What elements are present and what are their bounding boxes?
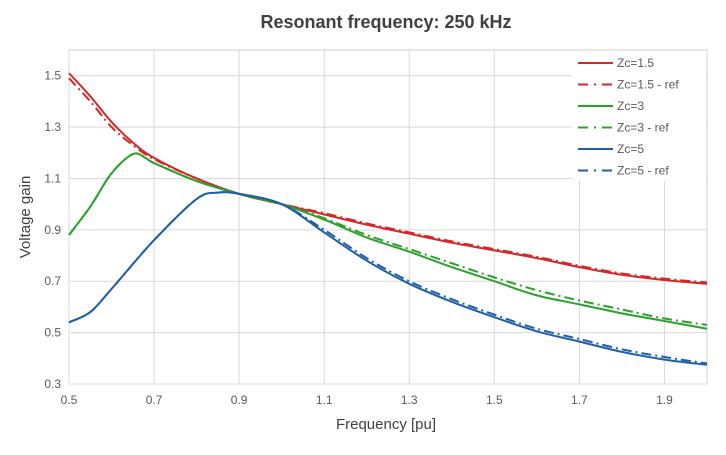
- y-tick-label: 0.3: [44, 377, 61, 391]
- series-line-4: [68, 191, 708, 366]
- x-tick-label: 1.5: [486, 393, 503, 407]
- legend-label-4: Zc=5: [617, 142, 644, 156]
- legend-label-0: Zc=1.5: [617, 56, 654, 70]
- y-tick-label: 1.5: [44, 69, 61, 83]
- legend-label-3: Zc=3 - ref: [617, 121, 669, 135]
- series-line-0: [68, 72, 708, 285]
- chart-title: Resonant frequency: 250 kHz: [260, 12, 511, 32]
- x-tick-label: 0.7: [146, 393, 163, 407]
- legend: Zc=1.5 Zc=1.5 - ref Zc=3 Zc=3 - ref Zc=5 Zc=5…: [572, 51, 706, 181]
- x-tick-label: 0.9: [231, 393, 248, 407]
- series-line-1: [68, 77, 708, 284]
- legend-label-5: Zc=5 - ref: [617, 164, 669, 178]
- x-tick-label: 1.9: [656, 393, 673, 407]
- x-tick-label: 1.3: [401, 393, 418, 407]
- legend-box: [572, 51, 706, 181]
- y-tick-label: 1.1: [44, 171, 61, 185]
- series-line-3: [68, 152, 708, 326]
- legend-label-2: Zc=3: [617, 99, 644, 113]
- y-tick-label: 0.5: [44, 326, 61, 340]
- legend-label-1: Zc=1.5 - ref: [617, 78, 679, 92]
- series-line-5: [68, 191, 708, 365]
- y-axis-label: Voltage gain: [17, 176, 34, 259]
- x-tick-label: 1.1: [316, 393, 333, 407]
- y-tick-label: 0.9: [44, 223, 61, 237]
- x-axis-label: Frequency [pu]: [336, 416, 436, 433]
- y-tick-label: 0.7: [44, 274, 61, 288]
- x-tick-label: 1.7: [571, 393, 588, 407]
- y-tick-label: 1.3: [44, 120, 61, 134]
- x-tick-label: 0.5: [61, 393, 78, 407]
